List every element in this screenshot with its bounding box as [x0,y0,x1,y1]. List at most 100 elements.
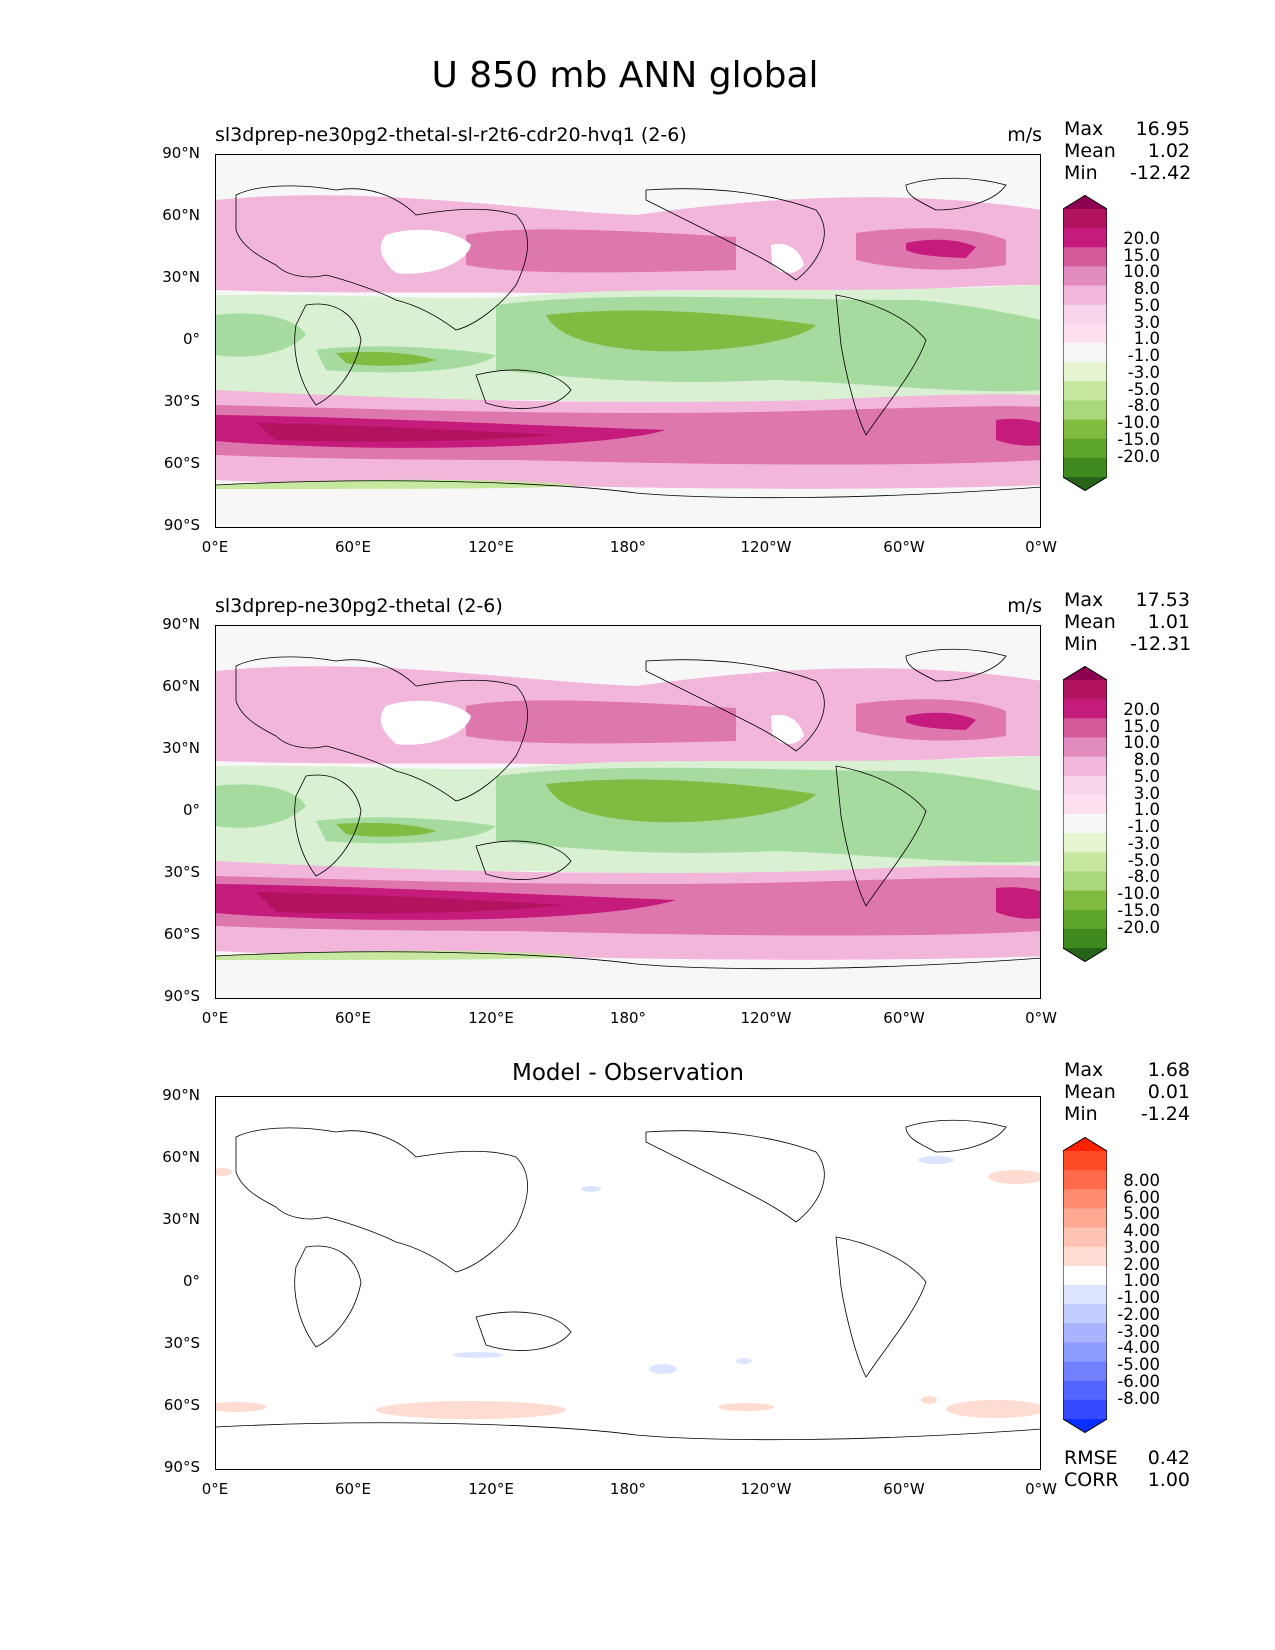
colorbar-tick-label: -3.0 [1127,362,1160,382]
panel-2-xtick-120w: 120°W [740,1009,792,1027]
colorbar-segment [1063,814,1107,834]
panel-2-colorbar-graphic [1062,665,1108,963]
colorbar-tick-label: -15.0 [1117,900,1160,920]
colorbar-segment [1063,737,1107,758]
colorbar-segment [1063,1189,1107,1209]
panel-3-xtick-60e: 60°E [334,1480,372,1498]
colorbar-tick-label: -10.0 [1117,413,1160,432]
panel-2-max-label: Max [1064,589,1104,611]
panel-2-mean-value: 1.01 [1147,611,1190,633]
colorbar-tick-label: -3.00 [1117,1321,1160,1341]
panel-3-ytick-0: 0° [182,1272,200,1290]
panel-3-mean-label: Mean [1064,1081,1116,1103]
colorbar-segment [1063,1208,1107,1229]
panel-2-min-value: -12.31 [1130,633,1192,655]
colorbar-segment [1063,457,1107,478]
panel-3-xtick-60w: 60°W [883,1480,925,1498]
panel-3-xtick-0e: 0°E [201,1480,229,1498]
colorbar-tick-label: -20.0 [1117,446,1160,466]
colorbar-segment [1063,209,1107,229]
panel-1-ytick-30s: 30°S [163,392,200,410]
panel-2-xtick-0w: 0°W [1025,1009,1057,1027]
colorbar-tick-label: -8.0 [1127,396,1160,416]
panel-3-xtick-0w: 0°W [1025,1480,1057,1498]
colorbar-segment [1063,775,1107,796]
panel-1-ytick-60n: 60°N [162,206,200,224]
panel-3-corr-label: CORR [1064,1469,1119,1491]
colorbar-tick-label: 8.0 [1133,750,1160,769]
panel-1-map [215,154,1041,528]
colorbar-segment [1063,266,1107,287]
panel-1-min-value: -12.42 [1130,162,1192,184]
colorbar-tick-label: 2.00 [1123,1254,1160,1274]
colorbar-tick-label: 15.0 [1123,716,1160,736]
colorbar-tick-label: -1.00 [1117,1288,1160,1307]
colorbar-tick-label: -4.00 [1117,1338,1160,1358]
colorbar-segment [1063,928,1107,949]
colorbar-extend-top [1063,1137,1107,1151]
panel-2-min-label: Min [1064,633,1098,655]
panel-2-ytick-90n: 90°N [162,615,200,633]
colorbar-tick-label: -2.00 [1117,1304,1160,1324]
panel-1-ytick-0: 0° [182,330,200,348]
figure-title: U 850 mb ANN global [431,55,819,96]
panel-2-mean-label: Mean [1064,611,1116,633]
colorbar-extend-top [1063,666,1107,680]
colorbar-segment [1063,890,1107,911]
panel-3-ytick-90n: 90°N [162,1086,200,1104]
panel-1-units: m/s [1007,124,1042,146]
panel-2-ytick-30n: 30°N [162,739,200,757]
panel-2-ytick-60n: 60°N [162,677,200,695]
panel-3-ytick-30s: 30°S [163,1334,200,1352]
colorbar-segment [1063,1151,1107,1171]
panel-3-ytick-30n: 30°N [162,1210,200,1228]
colorbar-segment [1063,756,1107,777]
panel-1-xtick-60w: 60°W [883,538,925,556]
colorbar-tick-label: -5.0 [1127,850,1160,870]
panel-3-colorbar-graphic [1062,1136,1108,1434]
colorbar-tick-label: 1.00 [1123,1271,1160,1291]
panel-1-xtick-120w: 120°W [740,538,792,556]
colorbar-segment [1063,1323,1107,1343]
colorbar-segment [1063,1227,1107,1248]
colorbar-segment [1063,1399,1107,1420]
panel-2-units: m/s [1007,595,1042,617]
colorbar-tick-label: 20.0 [1123,228,1160,248]
panel-3-rmse-value: 0.42 [1147,1447,1190,1469]
colorbar-tick-label: 20.0 [1123,699,1160,719]
colorbar-tick-label: -5.00 [1117,1355,1160,1374]
panel-1-title: sl3dprep-ne30pg2-thetal-sl-r2t6-cdr20-hv… [215,124,687,146]
colorbar-tick-label: 1.0 [1133,800,1160,820]
colorbar-segment [1063,871,1107,892]
panel-1-colorbar [1062,194,1108,492]
colorbar-segment [1063,794,1107,815]
colorbar-extend-bottom [1063,477,1107,491]
panel-3-ytick-90s: 90°S [163,1458,200,1476]
panel-1-xtick-0e: 0°E [201,538,229,556]
panel-2-ytick-30s: 30°S [163,863,200,881]
colorbar-tick-label: 5.00 [1123,1204,1160,1224]
colorbar-tick-label: 8.0 [1133,279,1160,298]
colorbar-extend-bottom [1063,1419,1107,1433]
colorbar-tick-label: -8.0 [1127,867,1160,887]
colorbar-segment [1063,718,1107,738]
panel-2-ytick-60s: 60°S [163,925,200,943]
colorbar-extend-top [1063,195,1107,209]
panel-2-xtick-0e: 0°E [201,1009,229,1027]
panel-3-rmse-label: RMSE [1064,1447,1118,1469]
colorbar-tick-label: 10.0 [1123,733,1160,753]
panel-2-title: sl3dprep-ne30pg2-thetal (2-6) [215,595,503,617]
colorbar-tick-label: 5.0 [1133,766,1160,786]
colorbar-segment [1063,362,1107,382]
panel-2-max-value: 17.53 [1135,589,1190,611]
panel-1-xtick-60e: 60°E [334,538,372,556]
panel-3-map [215,1096,1041,1470]
panel-1-mean-label: Mean [1064,140,1116,162]
panel-3-max-value: 1.68 [1147,1059,1190,1081]
panel-3-colorbar [1062,1136,1108,1434]
colorbar-segment [1063,419,1107,440]
panel-3-title: Model - Observation [511,1060,745,1086]
panel-1-mean-value: 1.02 [1147,140,1190,162]
colorbar-segment [1063,1342,1107,1363]
colorbar-segment [1063,247,1107,267]
